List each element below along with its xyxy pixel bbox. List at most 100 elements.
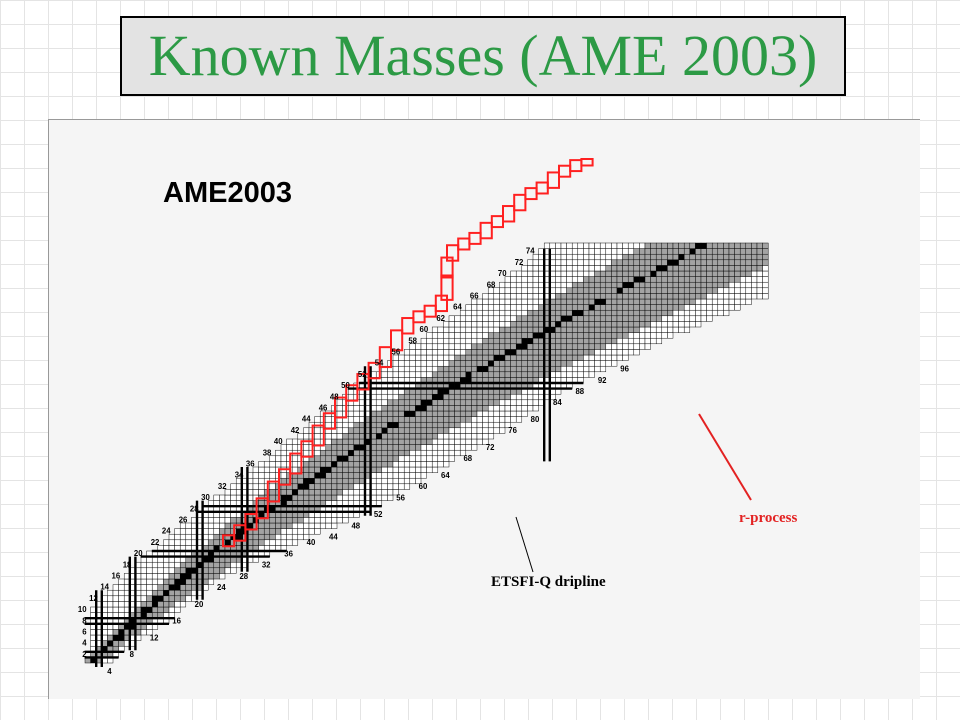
nuclide-cell <box>616 281 623 289</box>
nuclide-cell <box>482 371 489 378</box>
nuclide-cell <box>213 539 220 546</box>
nuclide-cell <box>336 405 343 412</box>
rprocess-cell <box>513 193 527 212</box>
nuclide-cell <box>644 315 651 322</box>
nuclide-cell <box>510 304 517 311</box>
nuclide-cell <box>443 326 450 333</box>
nuclide-cell <box>661 315 668 322</box>
nuclide-cell <box>163 539 170 546</box>
nuclide-cell <box>213 528 220 535</box>
nuclide-cell <box>751 281 758 289</box>
nuclide-cell <box>252 533 259 541</box>
nuclide-cell <box>487 360 495 367</box>
nuclide-cell <box>420 416 427 423</box>
nuclide-cell <box>510 281 517 289</box>
nuclide-cell <box>454 321 461 328</box>
nuclide-cell <box>163 561 170 569</box>
nuclide-cell <box>493 416 500 423</box>
nuclide-cell <box>577 265 584 272</box>
nuclide-cell <box>465 349 472 356</box>
nuclide-cell <box>118 640 125 647</box>
nuclide-cell <box>706 304 713 311</box>
nuclide-cell <box>739 276 747 283</box>
nuclide-cell <box>258 528 265 535</box>
nuclide-cell <box>717 298 724 305</box>
nuclide-cell <box>566 259 573 266</box>
nuclide-cell <box>583 248 590 255</box>
nuclide-cell <box>644 287 651 294</box>
nuclide-cell <box>711 309 719 317</box>
nuclide-cell <box>392 421 399 429</box>
nuclide-cell <box>375 444 383 451</box>
nuclide-cell <box>185 539 192 546</box>
nuclide-cell <box>353 483 360 490</box>
nuclide-cell <box>583 242 590 249</box>
nuclide-cell <box>734 298 741 305</box>
nuclide-cell <box>577 259 584 266</box>
neutron-number-label: 52 <box>374 510 383 519</box>
nuclide-cell <box>314 416 321 423</box>
nuclide-cell <box>347 444 355 451</box>
nuclide-cell <box>174 595 181 602</box>
nuclide-cell <box>527 309 534 317</box>
nuclide-cell <box>224 539 231 546</box>
nuclide-cell <box>269 517 276 524</box>
nuclide-cell <box>381 371 388 378</box>
rprocess-cell <box>502 205 516 223</box>
nuclide-cell <box>594 242 601 249</box>
nuclide-cell <box>622 326 629 333</box>
nuclide-cell <box>308 461 315 468</box>
nuclide-cell <box>454 399 461 406</box>
proton-number-label: 4 <box>82 639 87 648</box>
nuclide-cell <box>409 410 416 417</box>
nuclide-cell <box>627 293 635 300</box>
nuclide-cell <box>381 416 388 423</box>
nuclide-cell <box>426 433 433 440</box>
chart-heading: AME2003 <box>163 177 292 209</box>
nuclide-cell <box>756 259 763 266</box>
nuclide-cell <box>499 360 506 367</box>
nuclide-cell <box>644 248 651 255</box>
nuclide-cell <box>140 589 147 597</box>
nuclide-cell <box>594 270 601 277</box>
nuclide-cell <box>465 433 472 440</box>
nuclide-cell <box>560 309 567 317</box>
neutron-number-label: 80 <box>531 415 540 424</box>
nuclide-cell <box>611 343 618 350</box>
nuclide-cell <box>717 248 724 255</box>
nuclide-cell <box>107 634 114 641</box>
nuclide-cell <box>476 427 483 434</box>
nuclide-cell <box>398 360 405 367</box>
nuclide-cell <box>644 265 651 272</box>
nuclide-cell <box>437 438 444 445</box>
nuclide-cell <box>387 371 394 378</box>
nuclide-cell <box>723 253 730 261</box>
nuclide-cell <box>476 354 483 361</box>
nuclide-cell <box>594 360 601 367</box>
nuclide-cell <box>751 270 758 277</box>
nuclide-cell <box>387 489 394 496</box>
nuclide-cell <box>398 433 405 440</box>
nuclide-cell <box>700 253 707 261</box>
nuclide-cell <box>151 584 159 591</box>
nuclide-cell <box>381 483 388 490</box>
nuclide-cell <box>224 494 231 501</box>
nuclide-cell <box>599 248 607 255</box>
nuclide-cell <box>291 533 299 541</box>
nuclide-cell <box>426 399 433 406</box>
nuclide-cell <box>426 427 433 434</box>
nuclide-cell <box>286 494 293 501</box>
nuclide-cell <box>448 433 455 440</box>
nuclide-cell <box>426 444 433 451</box>
nuclide-cell <box>739 293 747 300</box>
nuclide-cell <box>616 332 623 339</box>
nuclide-cell <box>443 449 450 457</box>
nuclide-cell <box>431 332 439 339</box>
nuclide-cell <box>594 287 601 294</box>
nuclide-cell <box>695 248 702 255</box>
nuclide-cell <box>403 461 411 468</box>
nuclide-cell <box>644 242 651 249</box>
nuclide-cell <box>717 253 724 261</box>
nuclide-cell <box>151 606 159 613</box>
nuclide-cell <box>555 326 562 333</box>
